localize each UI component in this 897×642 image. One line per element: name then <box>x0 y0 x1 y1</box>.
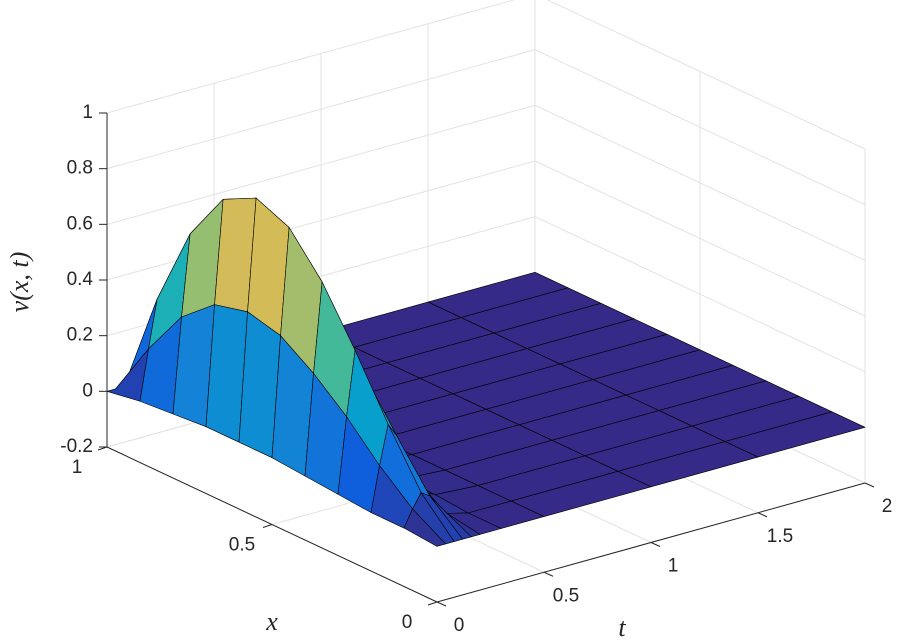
x-tick <box>427 601 438 606</box>
z-tick-label: 0.8 <box>67 158 93 179</box>
t-tick-label: 0 <box>454 615 465 636</box>
t-tick-label: 1.5 <box>767 526 793 547</box>
z-axis-title: v(x, t) <box>5 252 34 313</box>
z-tick-label: 1 <box>82 102 93 123</box>
axes: -0.2 0 0.2 0.4 0.6 0.8 1 0 0.5 1 0 0.5 1 1.5 2 <box>60 102 892 636</box>
z-tick-label: -0.2 <box>60 436 93 457</box>
t-tick <box>436 601 447 607</box>
t-tick-label: 0.5 <box>553 585 579 606</box>
x-axis-title: x <box>265 607 278 636</box>
x-tick <box>97 446 108 451</box>
surface <box>106 197 866 547</box>
t-tick <box>650 542 661 547</box>
surface-patch <box>403 508 446 547</box>
t-axis-title: t <box>618 613 626 642</box>
z-tick-label: 0.4 <box>67 269 94 290</box>
t-tick-label: 2 <box>882 496 893 517</box>
x-tick <box>262 524 273 528</box>
x-tick-label: 1 <box>72 457 83 478</box>
x-tick-label: 0 <box>402 612 413 633</box>
t-tick <box>757 512 768 518</box>
x-tick-label: 0.5 <box>229 535 255 556</box>
t-tick <box>864 482 875 488</box>
z-tick-label: 0.2 <box>67 325 93 346</box>
t-tick <box>543 571 554 577</box>
z-tick-label: 0.6 <box>67 213 93 234</box>
t-tick-label: 1 <box>668 556 679 577</box>
z-tick-label: 0 <box>82 380 93 401</box>
